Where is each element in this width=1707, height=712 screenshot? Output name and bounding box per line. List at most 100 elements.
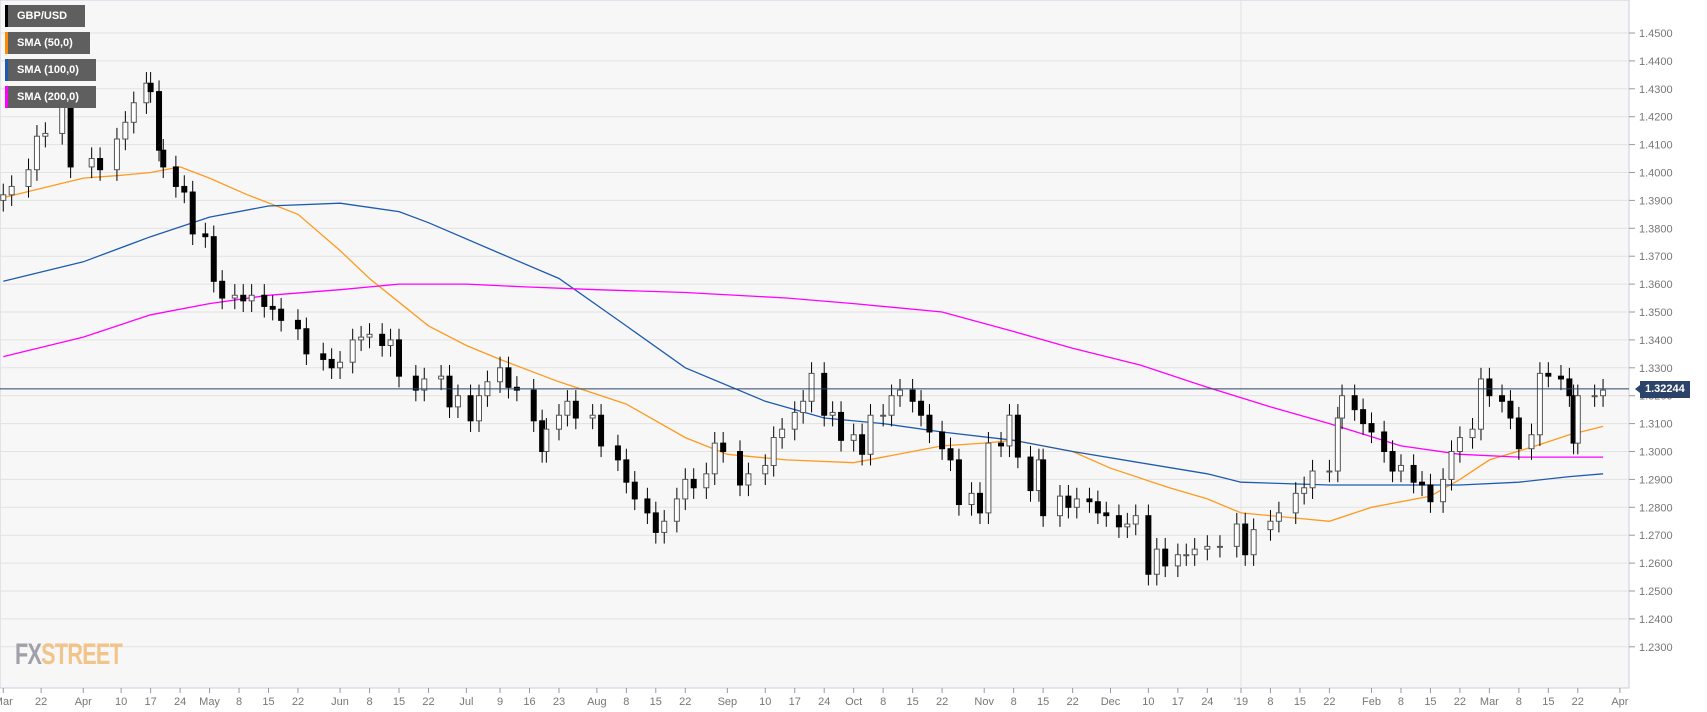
candle <box>1065 484 1072 519</box>
y-tick-label: 1.2300 <box>1639 642 1673 654</box>
candle <box>219 270 226 310</box>
x-tick-label: 8 <box>366 696 372 708</box>
candle <box>572 390 579 430</box>
candle <box>1309 459 1316 499</box>
legend-sma50[interactable]: SMA (50,0) <box>5 32 90 54</box>
x-tick-label: Aug <box>587 696 607 708</box>
candle <box>421 367 428 402</box>
candle-body <box>947 448 954 461</box>
candle <box>25 158 32 198</box>
candle <box>737 440 744 497</box>
candle-body <box>682 478 689 500</box>
candle <box>97 147 104 181</box>
candle <box>1191 537 1198 566</box>
candle-body <box>711 442 718 475</box>
candle-body <box>880 414 887 417</box>
candle <box>779 418 786 449</box>
candle <box>770 426 777 477</box>
candle-body <box>850 434 857 441</box>
candle <box>896 378 903 407</box>
candle-body <box>1334 417 1341 472</box>
candle-body <box>1574 395 1581 444</box>
candle-body <box>1440 478 1447 503</box>
candle-body <box>122 121 129 140</box>
candle <box>349 328 356 374</box>
legend-sma100[interactable]: SMA (100,0) <box>5 59 96 81</box>
candle-body <box>219 280 226 299</box>
candle-body <box>240 294 247 302</box>
candle <box>387 328 394 357</box>
x-tick-label: 22 <box>679 696 691 708</box>
candle <box>438 365 445 391</box>
candle-body <box>113 138 120 171</box>
candle <box>1014 404 1021 469</box>
y-tick-label: 1.4100 <box>1639 140 1673 152</box>
candle-body <box>1545 372 1552 377</box>
candle <box>859 423 866 466</box>
candle <box>8 175 15 206</box>
candle <box>985 431 992 525</box>
candle-body <box>1132 515 1139 525</box>
x-tick-label: 15 <box>262 696 274 708</box>
x-tick-label: 22 <box>936 696 948 708</box>
candle <box>829 401 836 427</box>
candle <box>888 384 895 427</box>
candle-body <box>1536 372 1543 436</box>
candle <box>976 482 983 525</box>
legend-sma200[interactable]: SMA (200,0) <box>5 86 96 108</box>
candle-body <box>762 464 769 475</box>
candle <box>703 462 710 499</box>
x-tick-label: Mar <box>0 696 13 708</box>
candle-body <box>1204 545 1211 550</box>
candle <box>880 404 887 427</box>
candle-body <box>623 459 630 483</box>
candle-body <box>564 400 571 416</box>
candle <box>1477 367 1484 441</box>
candle-body <box>59 105 66 134</box>
x-tick-label: 15 <box>1037 696 1049 708</box>
candle-body <box>737 451 744 486</box>
candle-body <box>358 336 365 341</box>
candle-body <box>1267 520 1274 531</box>
candle-body <box>1103 512 1110 517</box>
y-tick-label: 1.4400 <box>1639 56 1673 68</box>
candle <box>1536 362 1543 446</box>
candle-body <box>1153 548 1160 575</box>
y-tick-label: 1.3300 <box>1639 363 1673 375</box>
candle <box>1566 367 1573 407</box>
candle-body <box>366 333 373 338</box>
candle <box>1574 384 1581 455</box>
x-tick-label: 8 <box>236 696 242 708</box>
legend-label: SMA (100,0) <box>17 64 79 76</box>
candle-body <box>572 400 579 419</box>
candle-body <box>1073 498 1080 508</box>
candle-body <box>779 428 786 439</box>
candle <box>661 510 668 544</box>
candle-body <box>829 411 836 416</box>
logo-part-fx: FX <box>15 638 42 671</box>
x-tick-label: 24 <box>174 696 186 708</box>
candle-body <box>210 236 217 282</box>
candle <box>745 462 752 497</box>
candle <box>1006 404 1013 458</box>
y-tick-label: 1.2400 <box>1639 614 1673 626</box>
candle <box>1301 476 1308 505</box>
candle <box>543 418 550 463</box>
candle <box>261 284 268 318</box>
candle-body <box>1040 459 1047 517</box>
candle <box>1528 423 1535 460</box>
candle <box>1557 365 1564 391</box>
candle-body <box>505 367 512 388</box>
candle <box>1368 412 1375 444</box>
fxstreet-logo: FXSTREET <box>15 638 123 671</box>
candle <box>412 365 419 402</box>
candle-body <box>294 319 301 330</box>
y-tick-label: 1.2800 <box>1639 502 1673 514</box>
candle <box>926 404 933 444</box>
legend-gbpusd[interactable]: GBP/USD <box>5 5 85 27</box>
logo-part-street: STREET <box>41 638 123 671</box>
candle-body <box>673 498 680 522</box>
x-tick-label: 17 <box>1172 696 1184 708</box>
candle-body <box>1419 481 1426 486</box>
